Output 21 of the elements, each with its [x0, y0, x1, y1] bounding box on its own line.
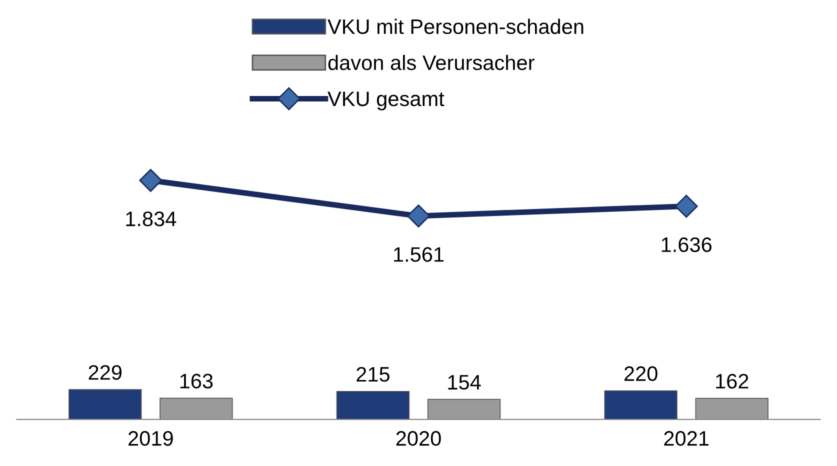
bar — [427, 398, 501, 420]
bar — [695, 398, 768, 420]
bar — [604, 390, 678, 420]
data-label: 215 — [356, 366, 390, 382]
legend-label: davon als Verursacher — [328, 54, 534, 70]
bar — [160, 398, 233, 420]
data-label: 1.834 — [126, 212, 176, 226]
x-tick-label: 2020 — [396, 431, 441, 446]
bar — [68, 389, 142, 420]
x-tick-label: 2019 — [128, 431, 173, 446]
data-label: 163 — [180, 374, 213, 388]
legend-label: VKU gesamt — [328, 92, 444, 110]
data-label: 220 — [624, 366, 658, 382]
data-label: 229 — [88, 365, 122, 380]
bar — [336, 390, 410, 420]
data-label: 1.561 — [394, 247, 444, 262]
data-label: 154 — [448, 375, 481, 390]
legend-label: VKU mit Personen-schaden — [328, 18, 584, 34]
x-tick-label: 2021 — [664, 431, 708, 446]
data-label: 1.636 — [662, 237, 712, 252]
data-label: 162 — [716, 374, 748, 389]
